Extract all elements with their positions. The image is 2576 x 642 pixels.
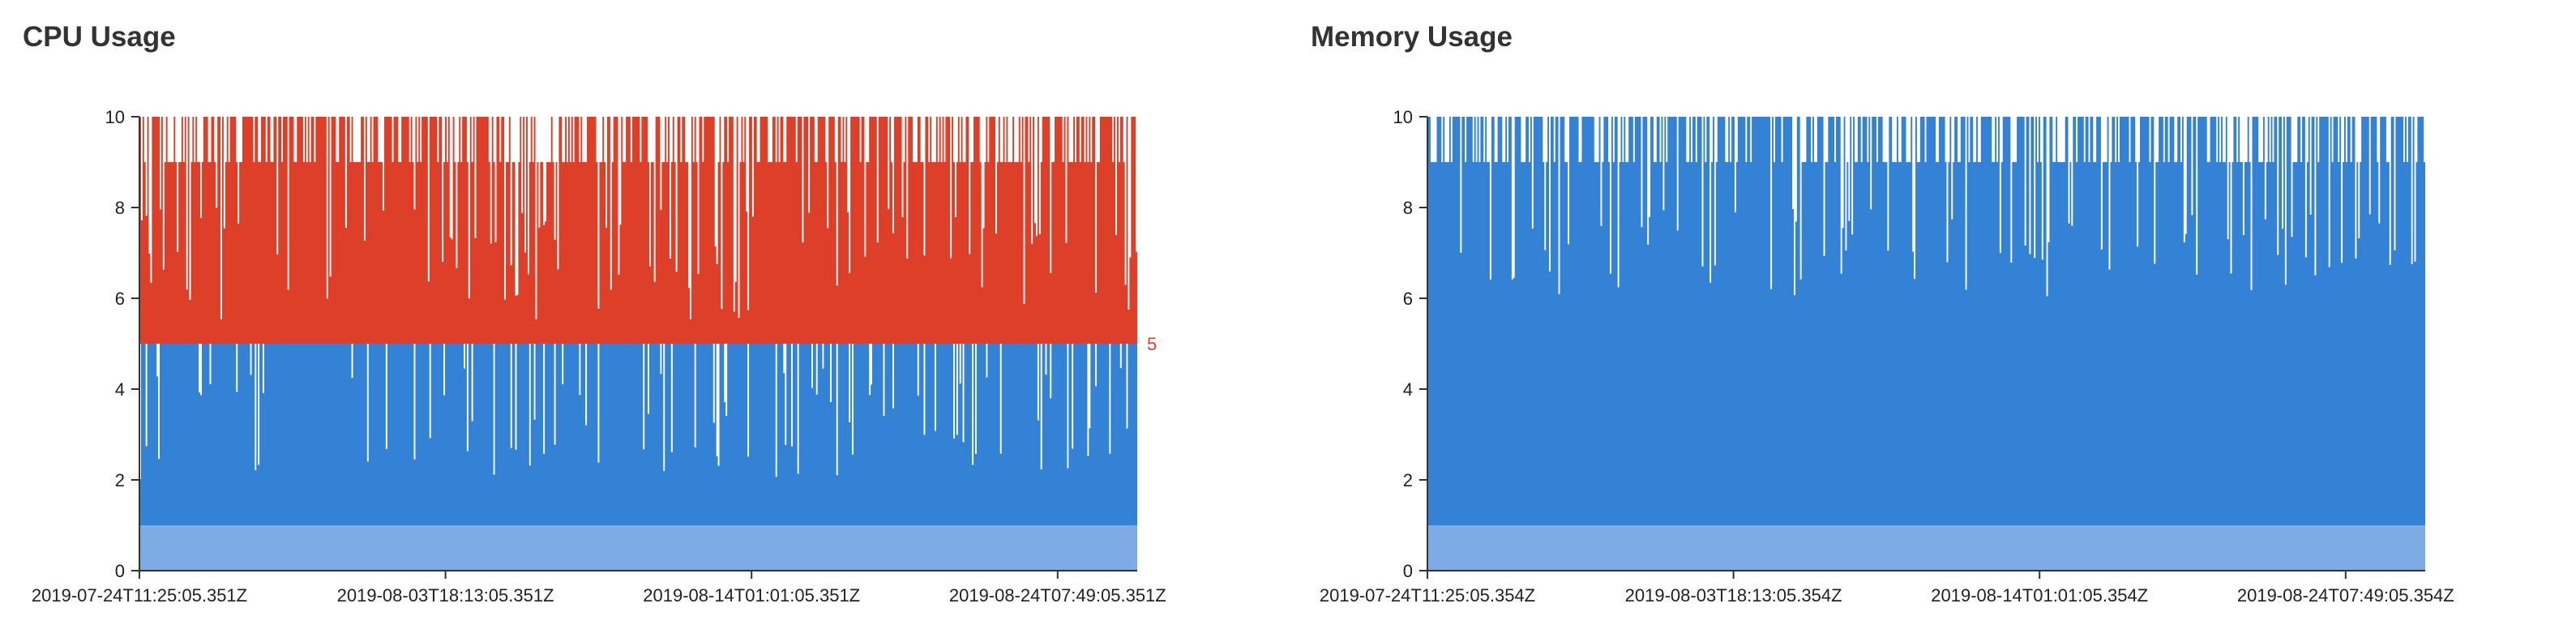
y-tick-label: 0 (115, 561, 125, 581)
y-tick-label: 10 (1393, 107, 1413, 127)
cpu-usage-panel: CPU Usage 5 0 2 4 6 8 10 2019-07-24T11:25:05.35… (23, 21, 1166, 606)
x-tick-label: 2019-08-03T18:13:05.351Z (337, 585, 554, 606)
y-tick-label: 0 (1403, 561, 1413, 581)
x-tick-label: 2019-08-24T07:49:05.351Z (949, 585, 1166, 606)
area-series-2 (139, 344, 1137, 525)
y-tick-label: 6 (1403, 289, 1413, 309)
y-tick-label: 4 (1403, 379, 1413, 400)
area-series-1 (139, 525, 1137, 571)
y-tick-label: 2 (115, 470, 125, 490)
area-series-3 (139, 117, 1137, 344)
x-tick-label: 2019-08-03T18:13:05.354Z (1625, 585, 1842, 606)
threshold-label: 5 (1147, 334, 1157, 354)
x-tick-label: 2019-07-24T11:25:05.354Z (1320, 585, 1535, 606)
y-tick-label: 8 (1403, 198, 1413, 218)
area-series-1 (1427, 525, 2425, 571)
panel-title: Memory Usage (1311, 21, 1513, 53)
y-tick-label: 10 (105, 107, 125, 127)
memory-usage-chart: 0 2 4 6 8 10 2019-07-24T11:25:05.354Z 2019-08-0… (1320, 107, 2454, 606)
area-series-2 (1427, 117, 2425, 525)
y-tick-label: 2 (1403, 470, 1413, 490)
y-tick-label: 4 (115, 379, 125, 400)
y-tick-label: 6 (115, 289, 125, 309)
x-tick-label: 2019-08-14T01:01:05.351Z (643, 585, 860, 606)
x-tick-label: 2019-08-14T01:01:05.354Z (1931, 585, 2148, 606)
memory-usage-panel: Memory Usage 0 2 4 6 8 10 2019-07-24T11:25:05.… (1288, 0, 2576, 642)
panel-title: CPU Usage (23, 21, 176, 53)
x-tick-label: 2019-08-24T07:49:05.354Z (2237, 585, 2454, 606)
x-tick-label: 2019-07-24T11:25:05.351Z (32, 585, 247, 606)
cpu-usage-chart: 5 0 2 4 6 8 10 2019-07-24T11:25:05.351Z 2019-08-… (32, 107, 1166, 606)
y-tick-label: 8 (115, 198, 125, 218)
